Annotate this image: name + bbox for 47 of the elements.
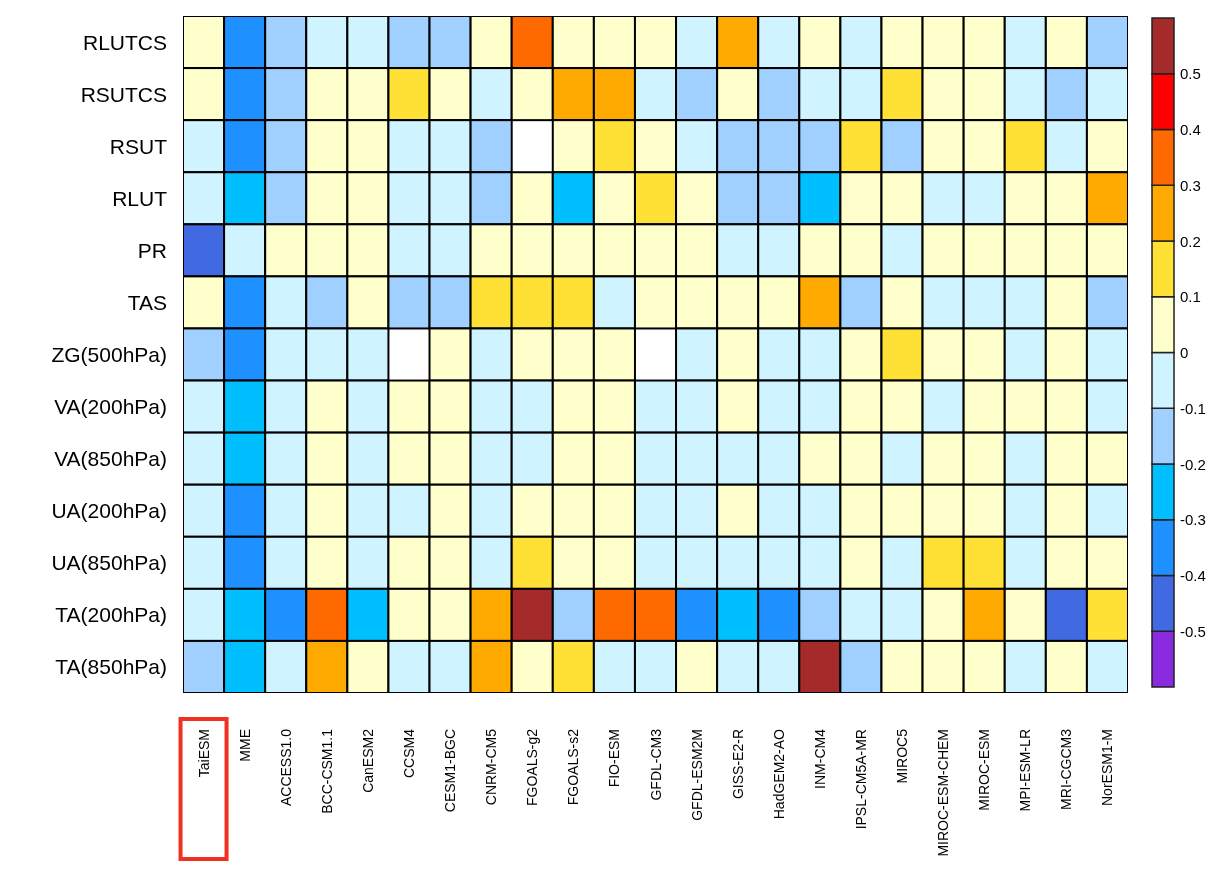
x-tick-label: MIROC-ESM [976,729,993,811]
y-tick-label: RSUT [109,134,168,158]
color-bar-label: -0.3 [1180,511,1206,529]
color-bar-label: 0.4 [1180,121,1201,138]
y-tick-label: RLUT [112,186,168,210]
y-tick-label: TAS [127,290,167,314]
y-tick-label: ZG(500hPa) [51,343,167,366]
y-tick-label: TA(200hPa) [55,603,167,627]
color-bar-label: -0.2 [1180,455,1206,473]
y-tick-label: VA(850hPa) [54,447,167,471]
x-tick-label: NorESM1-M [1099,729,1116,807]
color-bar-label: 0.2 [1180,232,1201,250]
x-tick-label: HadGEM2-AO [770,728,787,820]
x-tick-label: BCC-CSM1.1 [318,728,335,814]
x-tick-label: MIROC-ESM-CHEM [935,729,952,857]
x-tick-label: GFDL-ESM2M [688,729,705,821]
x-tick-label: MPI-ESM-LR [1017,729,1034,812]
y-tick-label: VA(200hPa) [54,395,167,419]
y-tick-label: UA(200hPa) [51,499,167,523]
x-tick-label: FGOALS-g2 [524,728,541,807]
x-tick-label: MME [236,729,253,762]
x-tick-label: CanESM2 [359,728,376,793]
x-tick-label: CESM1-BGC [442,729,459,813]
x-tick-label: CCSM4 [400,728,417,779]
color-bar-label: -0.1 [1180,399,1206,417]
x-tick-label: MRI-CGCM3 [1058,728,1075,810]
x-tick-label: CNRM-CM5 [483,728,500,806]
x-tick-label: FIO-ESM [606,729,623,788]
color-bar-label: -0.5 [1180,622,1206,640]
y-tick-label: UA(850hPa) [51,551,167,575]
x-tick-label: FGOALS-s2 [565,728,582,806]
color-bar-label: 0 [1180,344,1189,361]
x-tick-label: MIROC5 [894,728,911,784]
color-bar-label: 0.1 [1180,288,1201,306]
color-bar-label: 0.3 [1180,176,1201,194]
y-tick-label: TA(850hPa) [55,655,167,679]
y-tick-label: PR [137,238,167,262]
x-tick-label: IPSL-CM5A-MR [852,729,869,830]
color-bar-label: -0.4 [1180,567,1206,584]
x-tick-label: GISS-E2-R [729,729,746,800]
x-tick-label: GFDL-CM3 [647,728,664,801]
color-bar-label: 0.5 [1180,65,1201,83]
x-tick-label: ACCESS1.0 [277,728,294,807]
y-tick-label: RLUTCS [82,30,167,54]
x-tick-label: TaiESM [195,729,212,778]
x-tick-label: INM-CM4 [811,728,828,789]
y-tick-label: RSUTCS [80,82,167,106]
